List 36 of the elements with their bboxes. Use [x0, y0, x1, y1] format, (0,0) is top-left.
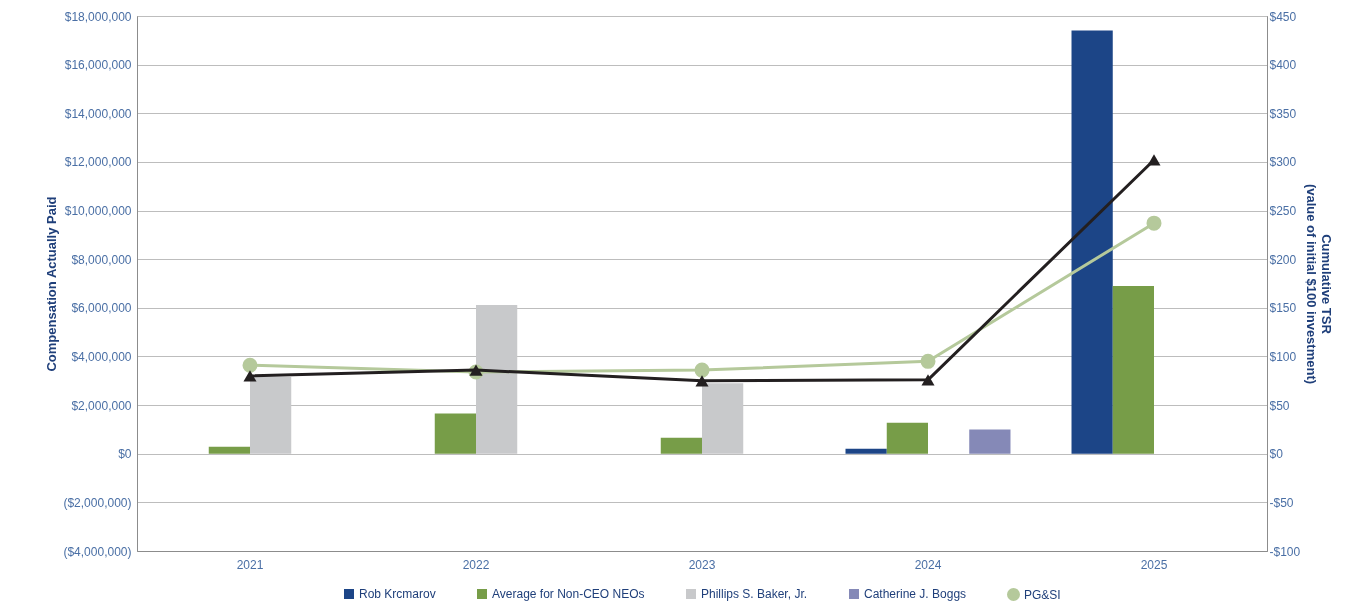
y2-tick-label: -$50 [1269, 495, 1294, 510]
y-tick-label: $6,000,000 [71, 301, 132, 316]
y-axis-title: Compensation Actually Paid [44, 196, 60, 372]
x-tick-label: 2021 [236, 557, 264, 572]
y2-tick-label: $450 [1269, 9, 1297, 24]
x-tick-label: 2025 [1140, 557, 1168, 572]
x-tick-label: 2023 [688, 557, 716, 572]
legend-label: Catherine J. Boggs [864, 587, 967, 601]
y2-axis-title: Cumulative TSR (value of initial $100 investment) [1304, 183, 1335, 385]
y-tick-label: $12,000,000 [64, 155, 132, 170]
legend-label: PG&SI [1024, 587, 1061, 602]
y2-tick-label: $200 [1269, 252, 1297, 267]
y2-tick-label: $50 [1269, 398, 1290, 413]
y2-tick-label: $400 [1269, 58, 1297, 73]
legend-label: Average for Non-CEO NEOs [492, 587, 645, 601]
x-tick-label: 2024 [914, 557, 942, 572]
y2-tick-label: $0 [1269, 447, 1284, 462]
y-tick-label: ($2,000,000) [63, 495, 132, 510]
y-tick-label: $4,000,000 [71, 349, 132, 364]
y2-tick-label: $100 [1269, 349, 1297, 364]
y2-tick-label: $250 [1269, 204, 1297, 219]
y2-tick-label: $300 [1269, 155, 1297, 170]
y-tick-label: $2,000,000 [71, 398, 132, 413]
y-tick-label: $16,000,000 [64, 58, 132, 73]
y-tick-label: $0 [118, 447, 132, 462]
y-tick-label: ($4,000,000) [63, 544, 132, 559]
y-tick-label: $10,000,000 [64, 204, 132, 219]
y2-tick-label: $150 [1269, 301, 1297, 316]
y-tick-label: $18,000,000 [64, 9, 132, 24]
legend-label: Phillips S. Baker, Jr. [701, 587, 808, 601]
x-tick-label: 2022 [462, 557, 490, 572]
y-tick-label: $14,000,000 [64, 106, 132, 121]
y2-tick-label: -$100 [1269, 544, 1301, 559]
y-tick-label: $8,000,000 [71, 252, 132, 267]
y2-tick-label: $350 [1269, 106, 1297, 121]
legend-label: Rob Krcmarov [359, 587, 436, 601]
